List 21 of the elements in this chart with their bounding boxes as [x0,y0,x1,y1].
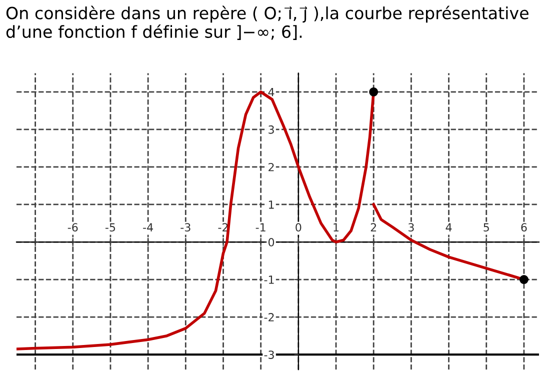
y-tick-label: 2 [268,162,274,172]
y-tick-label: 3 [268,125,274,134]
x-tick-label: -6 [68,223,78,232]
y-tick-label: 0 [268,238,274,246]
x-tick-label: -3 [180,223,190,232]
y-tick-label: 4 [268,88,274,96]
x-tick-label: 0 [296,223,302,232]
x-tick-label: 1 [334,223,339,232]
x-tick-label: -4 [143,223,153,232]
x-tick-label: -5 [105,223,116,232]
y-tick-label: 1 [268,200,274,209]
chart-title: On considère dans un repère ( O; ı⃗, ȷ⃗ ),la courbe représentative d’une fonction f définie sur ]−∞; 6]. [6,6,528,40]
x-tick-label: 3 [408,223,414,232]
x-tick-label: -1 [256,223,266,232]
y-tick-label: -2 [264,313,274,322]
x-tick-label: 4 [446,223,452,232]
y-tick-label: -3 [264,350,274,359]
x-tick-label: 2 [370,223,376,232]
y-tick-label: -1 [264,276,274,284]
x-tick-label: 5 [484,223,489,232]
x-tick-label: 6 [521,223,527,232]
